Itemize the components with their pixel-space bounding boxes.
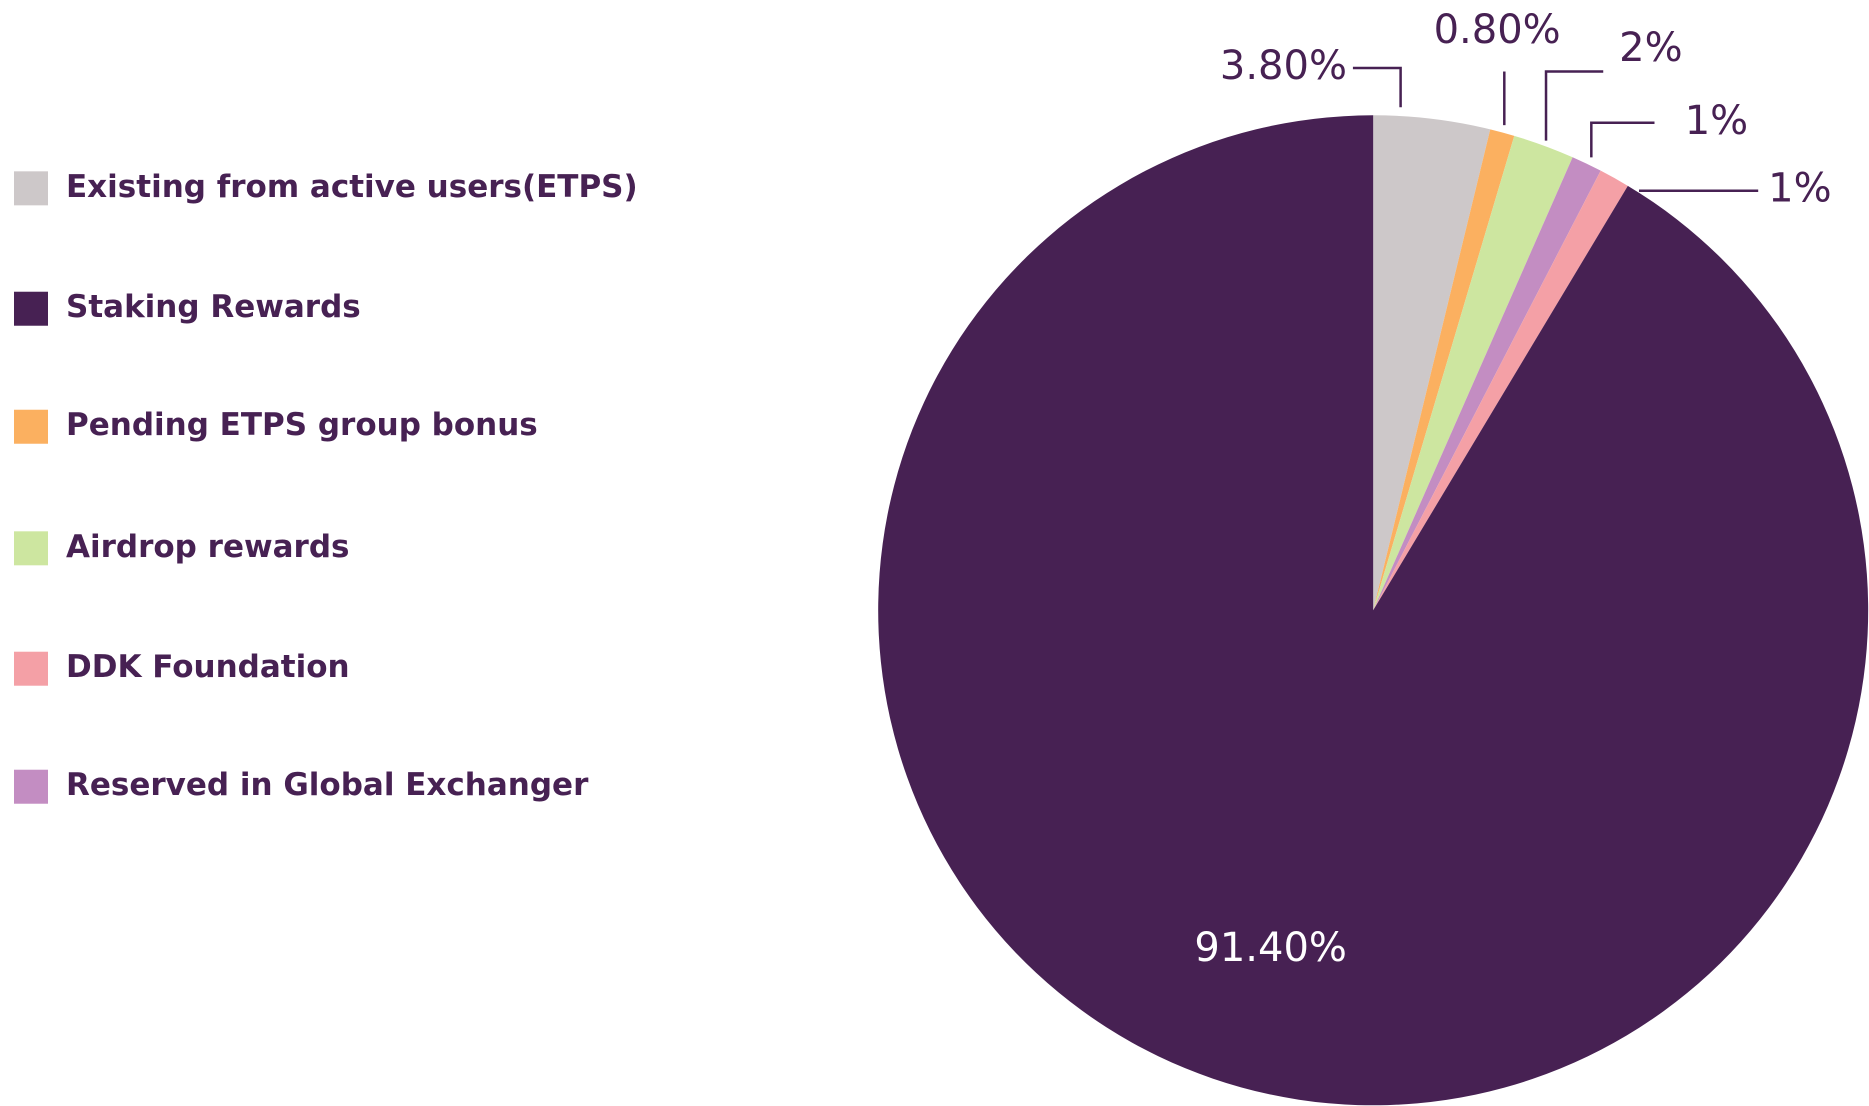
legend-swatch bbox=[14, 651, 48, 686]
data-label: 1% bbox=[1768, 166, 1831, 212]
pie-slice bbox=[1373, 129, 1515, 611]
data-label: 3.80% bbox=[1220, 43, 1347, 89]
legend-swatch bbox=[14, 769, 48, 804]
legend-label: Existing from active users(ETPS) bbox=[66, 169, 638, 205]
legend-swatch bbox=[14, 409, 48, 444]
legend-label: DDK Foundation bbox=[66, 649, 350, 685]
legend-label: Reserved in Global Exchanger bbox=[66, 767, 589, 803]
legend-label: Staking Rewards bbox=[66, 289, 361, 325]
legend-swatch bbox=[14, 291, 48, 326]
legend-swatch bbox=[14, 171, 48, 206]
data-label: 2% bbox=[1619, 25, 1682, 71]
legend-swatch bbox=[14, 531, 48, 566]
leader-line bbox=[1352, 66, 1402, 108]
pie-slice bbox=[1373, 135, 1573, 611]
data-label: 91.40% bbox=[1194, 925, 1347, 971]
data-label: 1% bbox=[1685, 98, 1748, 144]
legend-label: Airdrop rewards bbox=[66, 529, 349, 565]
pie-slice bbox=[1373, 115, 1491, 611]
pie-slice bbox=[1373, 170, 1628, 611]
leader-line bbox=[1544, 70, 1604, 141]
pie-slice bbox=[878, 115, 1869, 1106]
data-label: 0.80% bbox=[1434, 7, 1561, 53]
pie-slice bbox=[1373, 157, 1601, 611]
leader-line bbox=[1590, 121, 1655, 158]
legend-label: Pending ETPS group bonus bbox=[66, 407, 538, 443]
